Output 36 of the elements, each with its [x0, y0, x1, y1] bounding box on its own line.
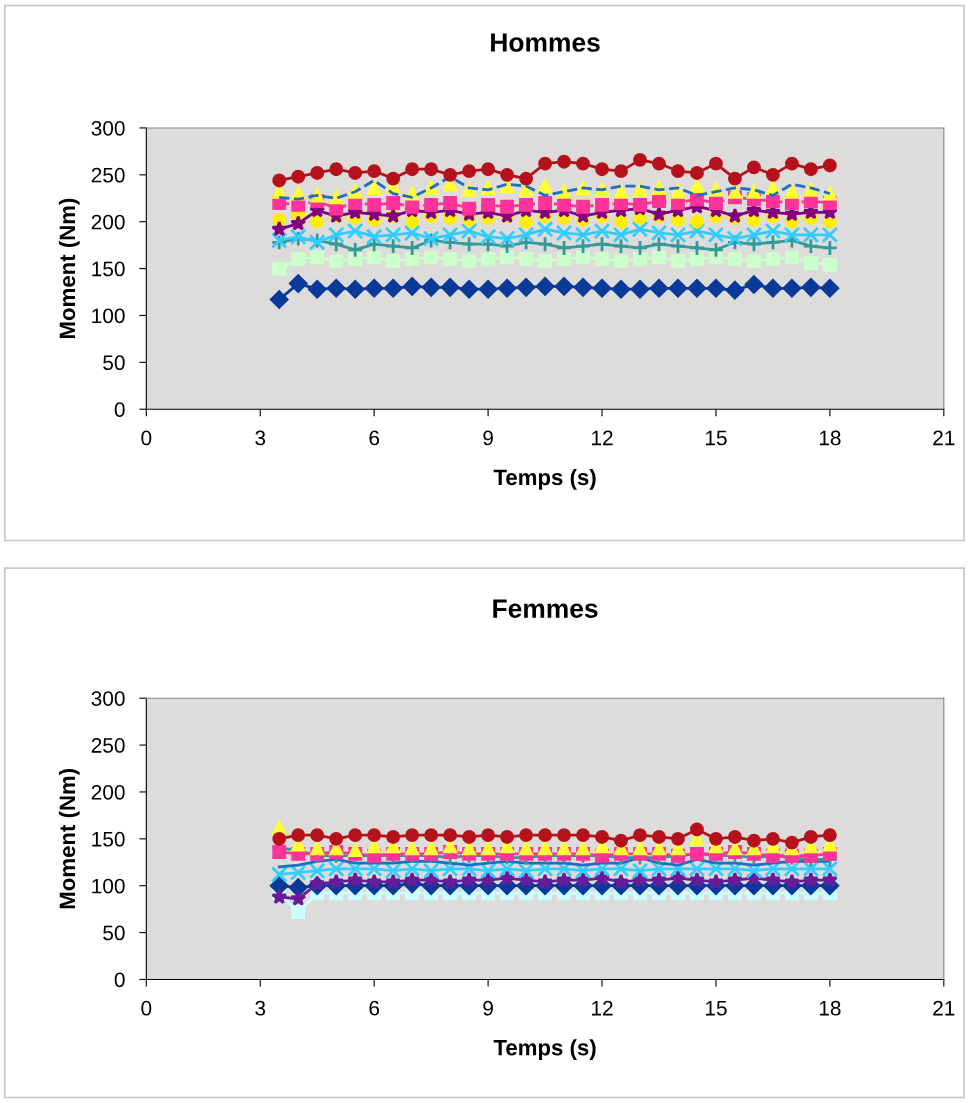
x-axis-title: Temps (s) [493, 468, 596, 490]
y-tick-label: 50 [103, 925, 125, 941]
chart-title: Hommes [491, 33, 600, 52]
x-tick-label: 9 [483, 1000, 493, 1016]
x-tick-label: 21 [933, 1000, 955, 1016]
x-tick-label: 6 [369, 430, 380, 446]
x-tick-label: 15 [705, 430, 727, 446]
x-tick-label: 15 [705, 1001, 727, 1016]
x-tick-label: 3 [255, 1000, 266, 1016]
y-axis-title: Moment (Nm) [58, 768, 80, 909]
chart-title: Femmes [493, 599, 598, 618]
y-tick-label: 50 [103, 355, 125, 371]
y-tick-label: 100 [92, 878, 125, 894]
y-tick-label: 150 [92, 831, 125, 847]
x-tick-label: 21 [933, 430, 955, 446]
y-tick-label: 200 [91, 214, 125, 230]
x-tick-label: 12 [592, 430, 613, 446]
y-tick-label: 250 [91, 167, 125, 183]
y-tick-label: 100 [92, 308, 125, 324]
y-axis-title: Moment (Nm) [58, 198, 80, 339]
y-tick-label: 0 [114, 402, 125, 417]
x-tick-label: 18 [819, 430, 841, 446]
x-tick-label: 0 [141, 1000, 152, 1016]
y-tick-label: 150 [92, 261, 125, 277]
x-tick-label: 6 [369, 1000, 380, 1016]
x-tick-label: 0 [141, 430, 152, 446]
y-tick-label: 0 [114, 972, 125, 988]
y-tick-label: 300 [91, 120, 125, 136]
x-tick-label: 18 [819, 1000, 841, 1016]
y-tick-label: 250 [91, 738, 125, 753]
x-tick-label: 3 [255, 430, 266, 446]
x-tick-label: 12 [592, 1000, 613, 1016]
y-tick-label: 200 [91, 784, 125, 800]
y-tick-label: 300 [91, 691, 125, 706]
x-axis-title: Temps (s) [493, 1039, 596, 1060]
x-tick-label: 9 [483, 430, 493, 446]
